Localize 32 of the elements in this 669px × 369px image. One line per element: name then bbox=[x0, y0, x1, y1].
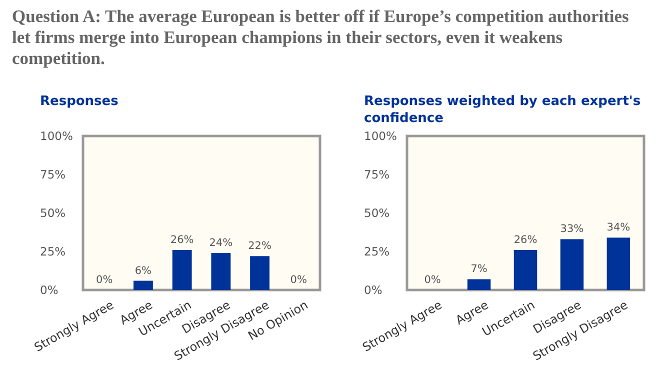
bar bbox=[250, 256, 270, 290]
data-label: 34% bbox=[606, 222, 630, 234]
data-label: 6% bbox=[134, 264, 152, 277]
data-label: 24% bbox=[209, 237, 233, 250]
bar bbox=[134, 280, 153, 290]
bar bbox=[606, 238, 630, 290]
chart-title: Question A: The average European is better off if Europe’s competition authorities let firms merge into European champions in their sectors, even it weakens competition. bbox=[12, 6, 630, 68]
data-label: 0% bbox=[290, 274, 307, 286]
chart-subtitle: Responses weighted by each expert's confidence bbox=[364, 94, 641, 126]
y-tick-label: 50% bbox=[364, 206, 390, 220]
bar bbox=[172, 250, 192, 290]
y-tick-label: 25% bbox=[364, 244, 390, 259]
data-label: 26% bbox=[170, 234, 194, 246]
data-label: 26% bbox=[514, 234, 538, 246]
y-tick-label: 0% bbox=[364, 283, 382, 298]
bar bbox=[514, 250, 538, 290]
y-tick-label: 100% bbox=[40, 129, 73, 144]
bar bbox=[560, 239, 584, 290]
bar bbox=[467, 279, 491, 290]
data-label: 7% bbox=[470, 263, 488, 276]
bar bbox=[211, 253, 231, 290]
chart-subtitle: Responses bbox=[40, 94, 119, 109]
data-label: 33% bbox=[560, 223, 584, 236]
data-label: 0% bbox=[96, 274, 113, 286]
y-tick-label: 25% bbox=[40, 244, 66, 259]
y-tick-label: 50% bbox=[40, 206, 66, 220]
data-label: 0% bbox=[424, 274, 441, 286]
data-label: 22% bbox=[248, 240, 272, 252]
y-tick-label: 100% bbox=[364, 129, 397, 144]
y-tick-label: 75% bbox=[40, 168, 66, 182]
y-tick-label: 75% bbox=[364, 168, 390, 182]
y-tick-label: 0% bbox=[40, 283, 58, 298]
